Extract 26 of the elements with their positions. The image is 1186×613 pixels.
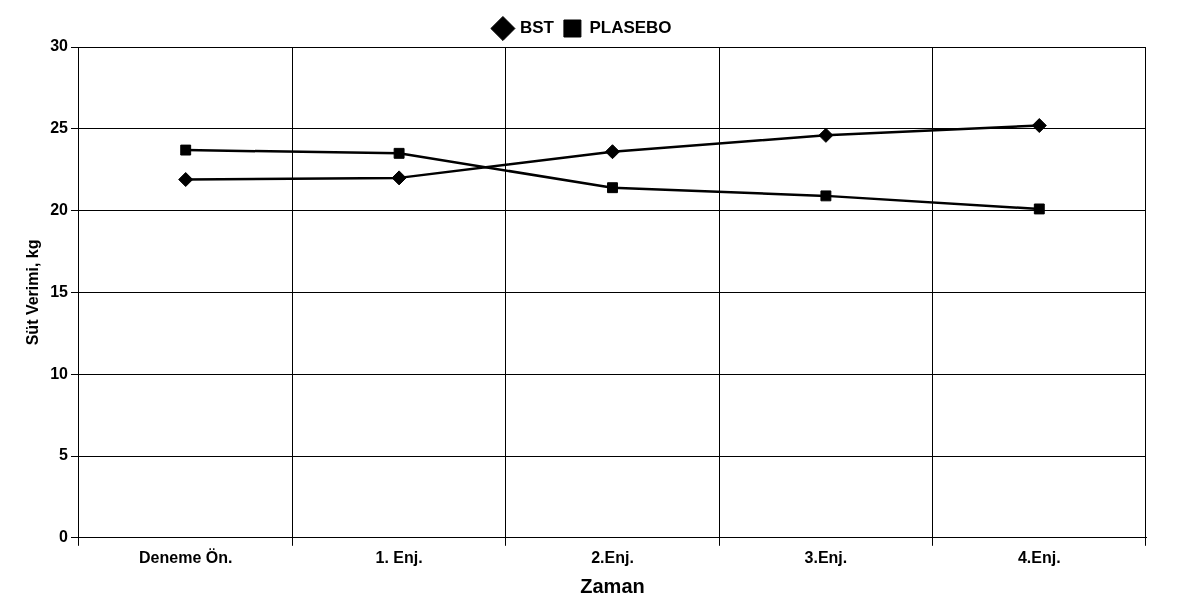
y-tick-label: 10: [50, 364, 69, 382]
legend-label: BST: [519, 18, 555, 38]
point: [180, 144, 192, 156]
y-tick-label: 30: [50, 37, 69, 55]
point: [178, 172, 194, 188]
point: [1033, 203, 1045, 215]
x-axis-title: Zaman: [580, 574, 645, 597]
x-tick-label: 3.Enj.: [804, 548, 848, 566]
y-tick-label: 5: [59, 446, 69, 464]
y-axis-title: Süt Verimi, kg: [24, 239, 42, 346]
x-tick-label: 1. Enj.: [375, 548, 423, 566]
point: [393, 147, 405, 159]
y-tick-label: 15: [50, 282, 69, 300]
point: [605, 144, 620, 160]
x-tick-label: 4.Enj.: [1017, 548, 1061, 566]
point: [607, 182, 618, 194]
point: [1031, 118, 1047, 134]
x-tick-label: 2.Enj.: [591, 548, 634, 566]
y-tick-label: 25: [50, 119, 69, 137]
point: [391, 170, 407, 186]
y-tick-label: 20: [50, 201, 69, 219]
x-tick-label: Deneme Ön.: [139, 547, 233, 566]
y-tick-label: 0: [59, 528, 69, 546]
point: [818, 127, 834, 143]
legend-label: PLASEBO: [589, 18, 672, 38]
point: [820, 190, 832, 202]
